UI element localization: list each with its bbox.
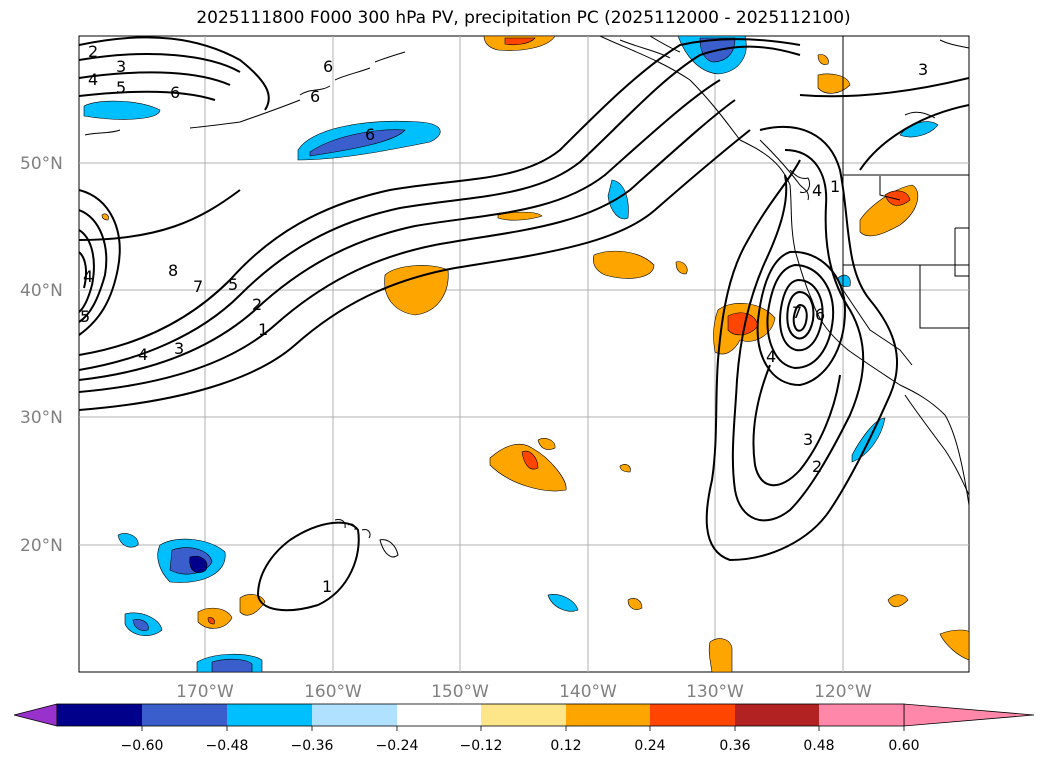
lon-label: 150°W (431, 682, 489, 702)
longitude-labels: 170°W 160°W 150°W 140°W 130°W 120°W (176, 682, 872, 702)
lat-label: 20°N (20, 536, 63, 556)
contour-label: 5 (116, 78, 126, 97)
map-title: 2025111800 F000 300 hPa PV, precipitatio… (196, 8, 851, 28)
contour-label: 6 (815, 305, 825, 324)
lat-label: 50°N (20, 154, 63, 174)
colorbar-tick-label: 0.36 (719, 738, 750, 754)
colorbar-segment (735, 704, 819, 726)
colorbar-segment (650, 704, 735, 726)
lon-label: 130°W (686, 682, 744, 702)
colorbar-tick-label: 0.24 (634, 738, 665, 754)
colorbar-tick-label: −0.48 (206, 738, 249, 754)
contour-label: 2 (812, 457, 822, 476)
contour-label: 5 (80, 307, 90, 326)
contour-label: 6 (310, 87, 320, 106)
colorbar-extend-low (13, 703, 58, 727)
colorbar-extend-high (903, 703, 1035, 727)
contour-label: 3 (803, 430, 813, 449)
colorbar-segment (566, 704, 650, 726)
colorbar-tick-label: 0.60 (888, 738, 919, 754)
contour-label: 6 (170, 83, 180, 102)
colorbar: −0.60 −0.48 −0.36 −0.24 −0.12 0.12 0.24 … (13, 703, 1035, 754)
contour-label: 2 (88, 42, 98, 61)
contour-label: 7 (792, 303, 802, 322)
precip-negative-patches (83, 36, 939, 672)
colorbar-tick-label: −0.12 (460, 738, 503, 754)
contour-label: 7 (193, 277, 203, 296)
contour-label: 6 (365, 125, 375, 144)
contour-label: 4 (88, 70, 98, 89)
colorbar-tick-label: −0.24 (376, 738, 419, 754)
colorbar-tick-label: 0.12 (550, 738, 581, 754)
colorbar-segment (481, 704, 566, 726)
lon-label: 120°W (814, 682, 872, 702)
pv-contours (79, 36, 969, 612)
contour-label: 1 (322, 577, 332, 596)
contour-label: 3 (918, 60, 928, 79)
coastlines (84, 36, 969, 558)
contour-label: 2 (252, 295, 262, 314)
lon-label: 140°W (559, 682, 617, 702)
lat-label: 30°N (20, 408, 63, 428)
contour-label: 4 (138, 345, 148, 364)
lon-label: 170°W (176, 682, 234, 702)
lon-label: 160°W (304, 682, 362, 702)
colorbar-segment (227, 704, 312, 726)
contour-label: 1 (830, 177, 840, 196)
contour-label: 5 (228, 275, 238, 294)
precip-positive-patches (101, 36, 969, 672)
lat-label: 40°N (20, 281, 63, 301)
contour-label: 1 (258, 320, 268, 339)
colorbar-segment (397, 704, 481, 726)
contour-label: 4 (812, 181, 822, 200)
contour-label: 8 (168, 261, 178, 280)
colorbar-tick-label: 0.48 (803, 738, 834, 754)
contour-label: 3 (174, 339, 184, 358)
contour-label: 4 (766, 347, 776, 366)
colorbar-segment (312, 704, 397, 726)
contour-labels: 2 3 4 5 6 6 6 6 3 8 7 5 2 1 4 3 4 5 4 1 … (80, 42, 928, 596)
colorbar-segment (142, 704, 227, 726)
colorbar-segment (819, 704, 904, 726)
contour-label: 3 (116, 57, 126, 76)
contour-label: 4 (83, 267, 93, 286)
latitude-labels: 50°N 40°N 30°N 20°N (20, 154, 63, 556)
colorbar-segment (57, 704, 142, 726)
colorbar-tick-label: −0.60 (121, 738, 164, 754)
contour-label: 6 (323, 57, 333, 76)
colorbar-tick-label: −0.36 (291, 738, 334, 754)
